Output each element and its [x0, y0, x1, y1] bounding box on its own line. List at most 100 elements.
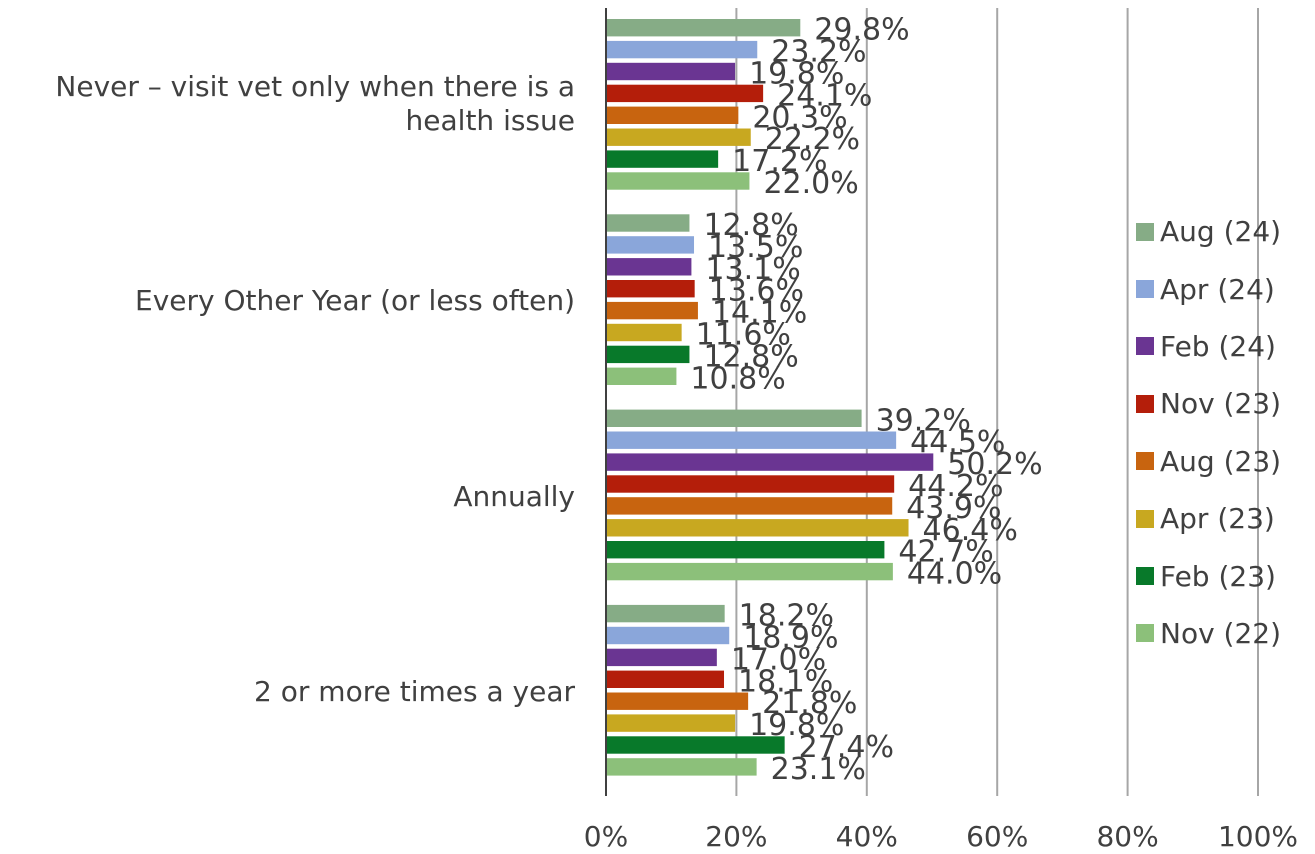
bar: [606, 475, 895, 493]
legend-label: Aug (23): [1160, 444, 1282, 478]
data-label: 44.2%: [908, 469, 1003, 504]
legend-item: Feb (23): [1136, 547, 1311, 604]
bar: [606, 692, 749, 710]
data-label: 29.8%: [814, 13, 909, 48]
data-label: 44.0%: [907, 557, 1002, 592]
data-label: 18.9%: [743, 621, 838, 656]
legend-swatch: [1136, 280, 1154, 299]
data-label: 50.2%: [947, 447, 1042, 482]
legend-label: Feb (24): [1160, 329, 1276, 363]
legend-item: Aug (23): [1136, 433, 1311, 490]
bar: [606, 280, 695, 298]
bar: [606, 604, 725, 623]
legend: Aug (24) Apr (24) Feb (24) Nov (23) Aug …: [1136, 203, 1311, 662]
legend-swatch: [1136, 452, 1154, 471]
category-label-2-or-more: 2 or more times a year: [254, 675, 575, 708]
data-label: 12.8%: [703, 339, 798, 374]
data-label: 13.6%: [709, 274, 804, 309]
bar: [606, 40, 758, 59]
data-label: 14.1%: [712, 296, 807, 331]
x-tick-label: 100%: [1218, 820, 1298, 853]
x-tick-label: 80%: [1096, 820, 1158, 853]
bar: [606, 150, 719, 168]
legend-label: Nov (23): [1160, 387, 1282, 421]
bar: [606, 128, 751, 146]
bar: [606, 431, 897, 449]
bar: [606, 345, 690, 364]
legend-label: Apr (23): [1160, 502, 1275, 536]
data-label: 44.5%: [910, 425, 1005, 460]
data-label: 19.8%: [749, 57, 844, 92]
legend-item: Apr (23): [1136, 490, 1311, 547]
legend-swatch: [1136, 624, 1154, 643]
bar: [606, 367, 677, 385]
bar: [606, 648, 717, 667]
bar: [606, 258, 692, 276]
data-label: 46.4%: [923, 513, 1018, 548]
category-label-every-other-year: Every Other Year (or less often): [135, 284, 575, 317]
legend-item: Nov (22): [1136, 605, 1311, 662]
x-tick-label: 60%: [966, 820, 1028, 853]
legend-label: Aug (24): [1160, 215, 1282, 249]
bar: [606, 626, 730, 645]
legend-label: Apr (24): [1160, 272, 1275, 306]
legend-swatch: [1136, 567, 1154, 586]
data-label: 43.9%: [906, 491, 1001, 526]
legend-item: Nov (23): [1136, 375, 1311, 432]
data-label: 10.8%: [690, 361, 785, 396]
bar: [606, 106, 739, 124]
data-label: 23.1%: [771, 752, 866, 787]
data-label: 17.2%: [732, 144, 827, 179]
data-label: 20.3%: [752, 100, 847, 135]
legend-swatch: [1136, 222, 1154, 241]
data-label: 21.8%: [762, 686, 857, 721]
bar: [606, 214, 690, 232]
bar: [606, 541, 885, 559]
data-label: 13.1%: [705, 252, 800, 287]
data-label: 17.0%: [731, 642, 826, 677]
bar: [606, 323, 682, 342]
data-label: 22.0%: [763, 166, 858, 201]
data-label: 19.8%: [749, 708, 844, 743]
x-tick-label: 40%: [836, 820, 898, 853]
legend-label: Nov (22): [1160, 616, 1282, 650]
bar: [606, 519, 909, 537]
bar: [606, 62, 736, 81]
bar: [606, 84, 764, 103]
legend-swatch: [1136, 394, 1154, 413]
bar: [606, 714, 736, 732]
data-label: 12.8%: [703, 208, 798, 243]
x-tick-label: 20%: [705, 820, 767, 853]
bar: [606, 236, 695, 254]
bar: [606, 736, 785, 754]
bar: [606, 172, 750, 190]
bar: [606, 301, 698, 320]
legend-item: Aug (24): [1136, 203, 1311, 260]
bar: [606, 453, 934, 471]
bar: [606, 497, 893, 515]
legend-item: Apr (24): [1136, 260, 1311, 317]
data-label: 23.2%: [771, 35, 866, 70]
data-label: 42.7%: [898, 535, 993, 570]
bar: [606, 19, 801, 37]
legend-swatch: [1136, 337, 1154, 356]
x-tick-label: 0%: [584, 820, 628, 853]
bar: [606, 758, 757, 776]
category-label-annually: Annually: [453, 480, 575, 513]
category-label-never: Never – visit vet only when there is a h…: [55, 70, 575, 137]
data-label: 24.1%: [777, 78, 872, 113]
legend-item: Feb (24): [1136, 318, 1311, 375]
data-label: 18.2%: [739, 599, 834, 634]
legend-label: Feb (23): [1160, 559, 1276, 593]
data-label: 18.1%: [738, 664, 833, 699]
data-label: 13.5%: [708, 230, 803, 265]
legend-swatch: [1136, 509, 1154, 528]
data-label: 11.6%: [696, 318, 791, 353]
data-label: 39.2%: [876, 403, 971, 438]
data-label: 27.4%: [799, 730, 894, 765]
bar: [606, 670, 725, 688]
bar: [606, 562, 893, 581]
bar: [606, 409, 862, 427]
